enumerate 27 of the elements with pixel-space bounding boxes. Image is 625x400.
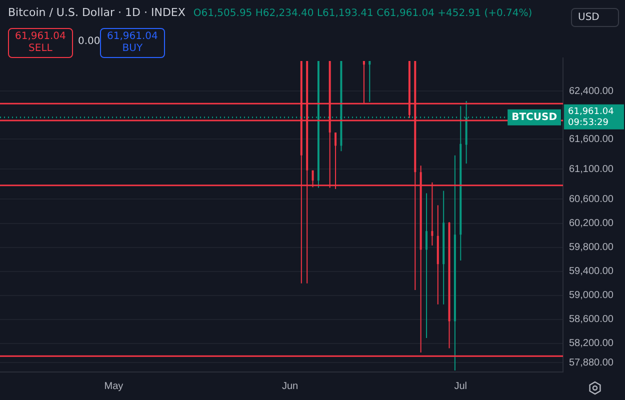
candlestick: [368, 60, 371, 102]
x-tick-label: May: [104, 380, 124, 392]
y-tick-label: 61,100.00: [569, 164, 614, 175]
text: SELL: [28, 43, 54, 55]
y-tick-label: 59,000.00: [569, 290, 614, 302]
text: 0.00: [78, 36, 100, 47]
x-tick-label: Jul: [454, 380, 468, 392]
text: 61,961.04: [107, 31, 158, 42]
y-tick-label: 58,200.00: [569, 338, 614, 350]
chart-subtitle: O61,505.95 H62,234.40 L61,193.41 C61,961.04 +452.91 (+0.74%): [193, 8, 532, 19]
text: 09:53:29: [568, 118, 609, 128]
y-tick-label: 59,400.00: [569, 266, 614, 278]
y-tick-label: 62,400.00: [569, 86, 614, 97]
text: USD: [578, 12, 600, 23]
text: BUY: [121, 43, 144, 55]
text: 61,961.04: [15, 31, 66, 43]
candlestick: [426, 192, 428, 339]
y-tick-label: 58,600.00: [569, 314, 614, 326]
text: 61,961.04: [568, 106, 614, 117]
chart-title: Bitcoin / U.S. Dollar · 1D · INDEX: [8, 6, 186, 19]
y-tick-label: 60,200.00: [569, 218, 614, 230]
y-tick-label: 60,600.00: [569, 194, 614, 205]
ref-line-label: BTCUSD: [512, 112, 557, 124]
y-tick-label: 61,600.00: [569, 134, 614, 145]
x-tick-label: Jun: [282, 380, 298, 392]
y-tick-label: 57,880.00: [569, 357, 614, 368]
y-tick-label: 59,800.00: [569, 242, 614, 254]
